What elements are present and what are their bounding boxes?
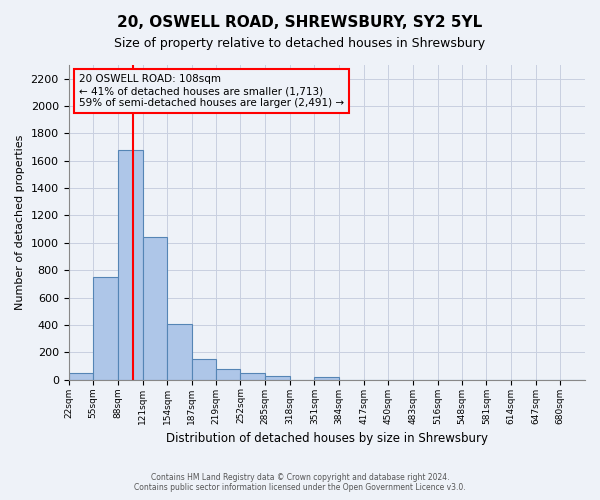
Bar	[68, 373, 93, 380]
Bar	[167, 324, 192, 380]
Text: Size of property relative to detached houses in Shrewsbury: Size of property relative to detached ho…	[115, 38, 485, 51]
Text: 20 OSWELL ROAD: 108sqm
← 41% of detached houses are smaller (1,713)
59% of semi-: 20 OSWELL ROAD: 108sqm ← 41% of detached…	[79, 74, 344, 108]
Text: Contains HM Land Registry data © Crown copyright and database right 2024.
Contai: Contains HM Land Registry data © Crown c…	[134, 473, 466, 492]
Text: 20, OSWELL ROAD, SHREWSBURY, SY2 5YL: 20, OSWELL ROAD, SHREWSBURY, SY2 5YL	[118, 15, 482, 30]
Bar	[216, 368, 241, 380]
Bar	[241, 374, 265, 380]
Y-axis label: Number of detached properties: Number of detached properties	[15, 134, 25, 310]
Bar	[93, 277, 118, 380]
Bar	[314, 377, 339, 380]
Bar	[265, 376, 290, 380]
Bar	[143, 238, 167, 380]
Bar	[192, 359, 216, 380]
X-axis label: Distribution of detached houses by size in Shrewsbury: Distribution of detached houses by size …	[166, 432, 488, 445]
Bar	[118, 150, 143, 380]
